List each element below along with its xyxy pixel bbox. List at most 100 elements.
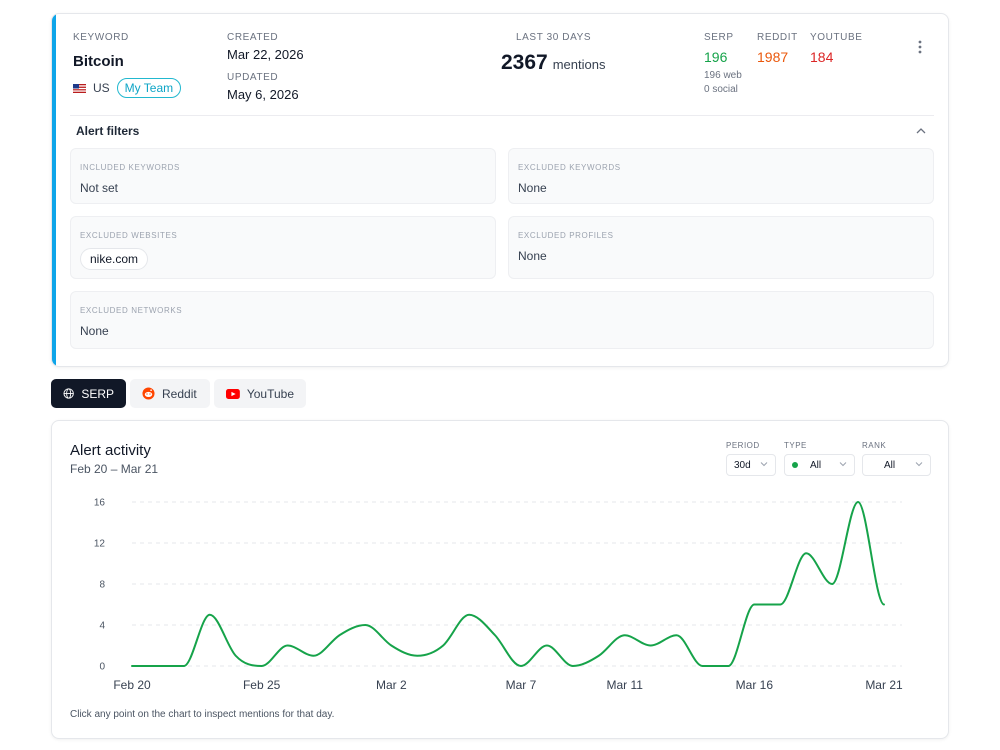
data-point[interactable] bbox=[308, 650, 320, 662]
excluded-profiles-label: EXCLUDED PROFILES bbox=[518, 231, 614, 240]
excluded-keywords-box[interactable]: EXCLUDED KEYWORDS None bbox=[508, 148, 934, 204]
data-point[interactable] bbox=[152, 660, 164, 672]
data-point[interactable] bbox=[411, 650, 423, 662]
period-value: 30d bbox=[734, 459, 751, 471]
chevron-down-icon bbox=[915, 462, 923, 467]
type-dot-icon bbox=[792, 462, 798, 468]
created-label: CREATED bbox=[227, 32, 279, 43]
excluded-keywords-value: None bbox=[518, 181, 547, 195]
activity-line-chart[interactable]: 0 4 8 12 16 Feb 20 Feb 25 Mar 2 Mar 7 Mar 11 Mar … bbox=[52, 481, 948, 701]
tab-serp-label: SERP bbox=[81, 386, 114, 401]
reddit-icon bbox=[142, 387, 155, 400]
series-line[interactable] bbox=[131, 501, 885, 667]
data-point[interactable] bbox=[515, 660, 527, 672]
serp-social: 0 social bbox=[704, 84, 738, 95]
excluded-networks-box[interactable]: EXCLUDED NETWORKS None bbox=[70, 291, 934, 349]
included-keywords-box[interactable]: INCLUDED KEYWORDS Not set bbox=[70, 148, 496, 204]
type-select[interactable]: All bbox=[784, 454, 855, 476]
data-point[interactable] bbox=[333, 629, 345, 641]
keyword-meta: US My Team bbox=[73, 78, 182, 98]
data-point[interactable] bbox=[230, 650, 242, 662]
data-point[interactable] bbox=[619, 629, 631, 641]
period-select[interactable]: 30d bbox=[726, 454, 776, 476]
country-code: US bbox=[93, 81, 110, 95]
activity-range: Feb 20 – Mar 21 bbox=[70, 462, 159, 476]
data-point[interactable] bbox=[359, 619, 371, 631]
data-point[interactable] bbox=[826, 578, 838, 590]
youtube-label: YOUTUBE bbox=[810, 32, 863, 43]
chevron-down-icon bbox=[760, 462, 768, 467]
alert-filters-title[interactable]: Alert filters bbox=[76, 124, 140, 138]
more-options-icon[interactable] bbox=[916, 40, 924, 54]
data-point[interactable] bbox=[878, 599, 890, 611]
data-point[interactable] bbox=[178, 660, 190, 672]
reddit-value: 1987 bbox=[757, 49, 789, 65]
data-point[interactable] bbox=[774, 599, 786, 611]
us-flag-icon bbox=[73, 83, 86, 93]
mentions-summary: 2367 mentions bbox=[501, 51, 605, 75]
youtube-value: 184 bbox=[810, 49, 834, 65]
excluded-keywords-label: EXCLUDED KEYWORDS bbox=[518, 163, 621, 172]
y-tick-label: 8 bbox=[99, 580, 105, 591]
reddit-label: REDDIT bbox=[757, 32, 798, 43]
data-point[interactable] bbox=[385, 640, 397, 652]
tab-reddit[interactable]: Reddit bbox=[130, 379, 210, 408]
y-tick-label: 16 bbox=[94, 498, 106, 509]
excluded-websites-box[interactable]: EXCLUDED WEBSITES nike.com bbox=[70, 216, 496, 279]
data-point[interactable] bbox=[852, 496, 864, 508]
serp-value: 196 bbox=[704, 49, 728, 65]
globe-icon bbox=[63, 388, 74, 399]
data-point[interactable] bbox=[437, 640, 449, 652]
data-point[interactable] bbox=[722, 660, 734, 672]
mentions-count: 2367 bbox=[501, 51, 548, 74]
last-30-days-label: LAST 30 DAYS bbox=[516, 32, 592, 43]
y-tick-label: 4 bbox=[99, 621, 105, 632]
tab-youtube[interactable]: YouTube bbox=[214, 379, 306, 408]
updated-date: May 6, 2026 bbox=[227, 87, 299, 102]
tab-serp[interactable]: SERP bbox=[51, 379, 126, 408]
data-point[interactable] bbox=[256, 660, 268, 672]
x-tick-label: Mar 16 bbox=[736, 678, 774, 692]
excluded-networks-label: EXCLUDED NETWORKS bbox=[80, 306, 183, 315]
x-tick-label: Mar 7 bbox=[506, 678, 537, 692]
included-keywords-value: Not set bbox=[80, 181, 119, 195]
data-point[interactable] bbox=[204, 609, 216, 621]
card-divider bbox=[70, 115, 934, 116]
rank-select[interactable]: All bbox=[862, 454, 931, 476]
created-date: Mar 22, 2026 bbox=[227, 47, 304, 62]
x-tick-label: Mar 21 bbox=[865, 678, 903, 692]
chevron-up-icon[interactable] bbox=[916, 127, 926, 134]
type-label: TYPE bbox=[784, 441, 807, 450]
mentions-unit: mentions bbox=[552, 57, 606, 72]
included-keywords-label: INCLUDED KEYWORDS bbox=[80, 163, 180, 172]
team-badge[interactable]: My Team bbox=[116, 78, 182, 98]
data-point[interactable] bbox=[282, 640, 294, 652]
data-point[interactable] bbox=[463, 609, 475, 621]
data-point[interactable] bbox=[645, 640, 657, 652]
data-point[interactable] bbox=[541, 640, 553, 652]
keyword-name: Bitcoin bbox=[73, 53, 124, 70]
keyword-card: KEYWORD Bitcoin US My Team CREATED Mar 2… bbox=[51, 13, 949, 367]
x-tick-label: Feb 20 bbox=[113, 678, 151, 692]
y-tick-label: 12 bbox=[94, 539, 106, 550]
data-point[interactable] bbox=[696, 660, 708, 672]
website-chip[interactable]: nike.com bbox=[80, 248, 149, 270]
x-tick-label: Mar 2 bbox=[376, 678, 407, 692]
tab-reddit-label: Reddit bbox=[162, 386, 197, 401]
data-point[interactable] bbox=[489, 629, 501, 641]
data-point[interactable] bbox=[567, 660, 579, 672]
serp-label: SERP bbox=[704, 32, 734, 43]
excluded-profiles-box[interactable]: EXCLUDED PROFILES None bbox=[508, 216, 934, 279]
data-point[interactable] bbox=[800, 547, 812, 559]
data-point[interactable] bbox=[671, 629, 683, 641]
excluded-websites-label: EXCLUDED WEBSITES bbox=[80, 231, 178, 240]
data-point[interactable] bbox=[748, 599, 760, 611]
rank-label: RANK bbox=[862, 441, 887, 450]
chevron-down-icon bbox=[839, 462, 847, 467]
x-tick-label: Mar 11 bbox=[606, 678, 643, 692]
serp-web: 196 web bbox=[704, 70, 742, 81]
data-point[interactable] bbox=[593, 650, 605, 662]
alert-activity-card: Alert activity Feb 20 – Mar 21 PERIOD 30… bbox=[51, 420, 949, 739]
data-point[interactable] bbox=[126, 660, 138, 672]
rank-value: All bbox=[884, 459, 896, 471]
